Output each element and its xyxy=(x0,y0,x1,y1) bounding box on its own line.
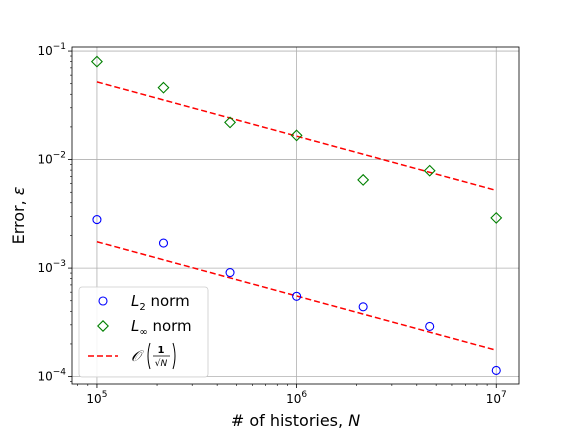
data-point xyxy=(491,365,501,375)
y-tick-label: 10−2 xyxy=(37,151,66,167)
x-axis-label: # of histories, N xyxy=(231,411,360,430)
axis-ticks: 105 106 107 10−4 10−3 10−2 10−1 xyxy=(37,42,506,406)
series-l2 xyxy=(92,215,501,375)
y-tick-label: 10−3 xyxy=(37,259,66,275)
legend-marker xyxy=(97,320,109,332)
reference-line xyxy=(96,241,497,351)
data-point xyxy=(157,81,170,94)
legend-fraction-denominator: √N xyxy=(155,358,168,369)
data-point xyxy=(225,267,235,278)
legend-marker xyxy=(98,296,108,306)
data-point xyxy=(357,173,370,186)
legend-paren-left xyxy=(147,342,151,370)
reference-lines xyxy=(96,81,497,351)
data-point xyxy=(490,211,503,224)
reference-line xyxy=(96,81,497,192)
series-linf xyxy=(90,55,503,224)
legend-label: L2 norm xyxy=(131,292,190,313)
data-point xyxy=(92,215,102,225)
y-tick-label: 10−4 xyxy=(37,368,66,384)
data-point xyxy=(425,321,435,331)
legend-label: L∞ norm xyxy=(131,317,192,338)
data-point xyxy=(358,302,368,312)
data-point xyxy=(290,129,303,142)
x-tick-label: 106 xyxy=(286,390,307,406)
data-markers xyxy=(90,55,503,375)
x-tick-label: 107 xyxy=(486,390,507,406)
legend-fraction-numerator: 1 xyxy=(158,345,165,356)
data-point xyxy=(158,238,169,248)
data-point xyxy=(90,55,103,68)
legend-paren-right xyxy=(172,342,176,370)
data-point xyxy=(423,164,436,177)
legend-box xyxy=(78,286,209,378)
data-point xyxy=(292,291,302,301)
data-point xyxy=(224,116,237,129)
y-axis-label: Error, ε xyxy=(9,186,28,244)
x-tick-label: 105 xyxy=(86,390,107,406)
y-tick-label: 10−1 xyxy=(37,42,66,58)
plot-frame xyxy=(71,46,520,385)
